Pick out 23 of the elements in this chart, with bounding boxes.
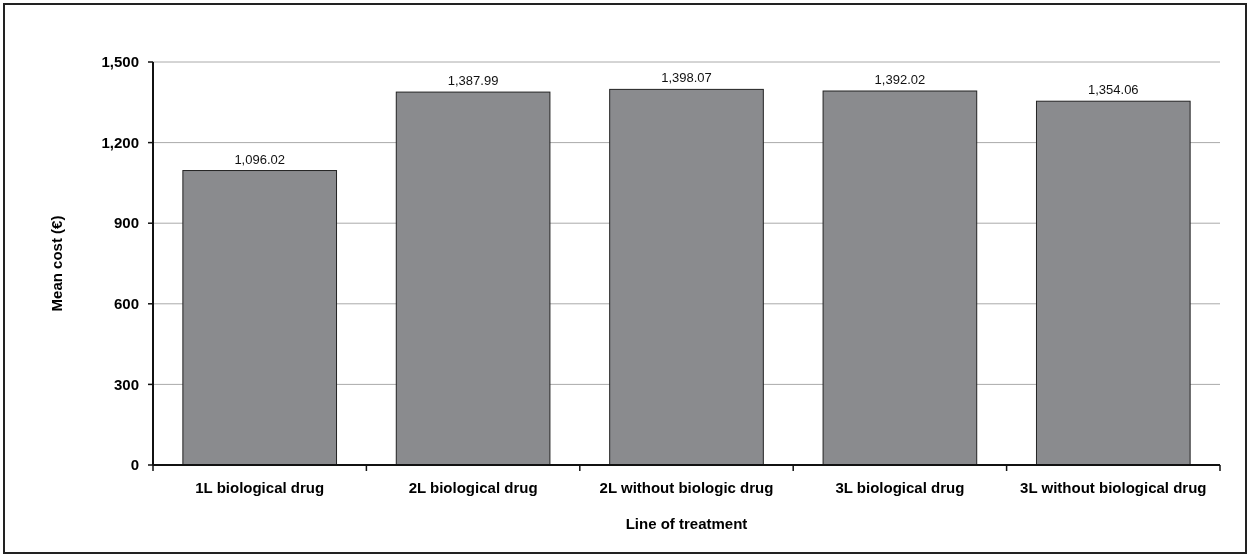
y-tick-label: 900 — [113, 214, 139, 232]
x-tick-label: 3L biological drug — [835, 479, 965, 496]
y-tick-label: 300 — [113, 375, 139, 393]
bar — [182, 170, 338, 466]
data-label: 1,392.02 — [874, 72, 926, 88]
y-tick-label: 600 — [113, 295, 139, 313]
x-tick-label: 3L without biological drug — [1020, 479, 1207, 496]
x-tick-label: 2L without biologic drug — [599, 479, 774, 496]
x-tick-label: 1L biological drug — [195, 479, 325, 496]
data-label: 1,398.07 — [661, 70, 712, 86]
y-tick-label: 0 — [130, 456, 139, 474]
bar — [609, 88, 764, 466]
data-label: 1,096.02 — [234, 151, 285, 167]
y-tick-label: 1,500 — [101, 53, 139, 71]
data-label: 1,387.99 — [447, 73, 499, 89]
data-label: 1,354.06 — [1088, 82, 1139, 98]
bar — [395, 91, 551, 466]
bar — [822, 90, 978, 466]
y-tick-label: 1,200 — [101, 133, 139, 151]
y-axis-title: Mean cost (€) — [48, 215, 65, 312]
x-axis-title: Line of treatment — [625, 515, 748, 532]
x-tick-label: 2L biological drug — [408, 479, 538, 496]
bar — [1035, 100, 1191, 466]
